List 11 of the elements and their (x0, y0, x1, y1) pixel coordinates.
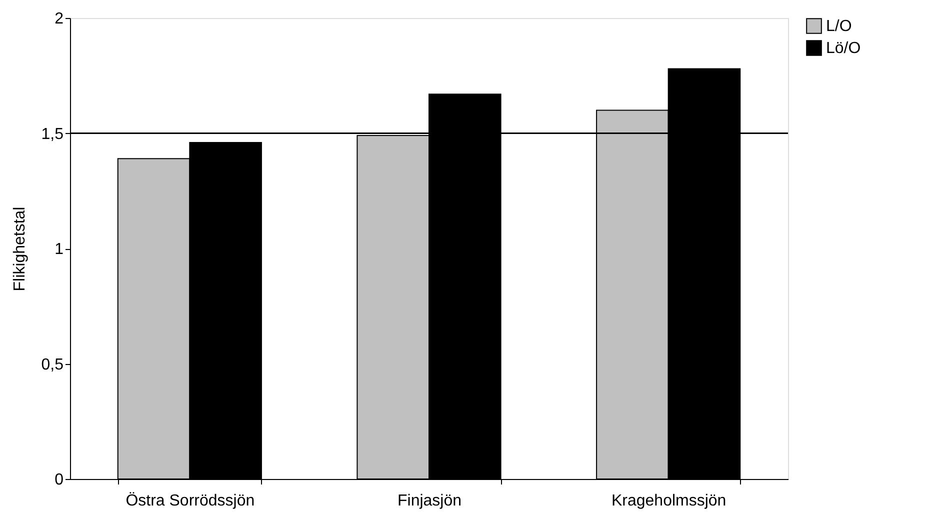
x-tick-label: Krageholmssjön (611, 492, 726, 510)
legend-label: Lö/O (826, 40, 861, 57)
y-tick-label: 0 (54, 472, 64, 488)
y-tick-label: 1,5 (41, 126, 64, 143)
y-tick-label: 2 (54, 10, 64, 28)
y-tick-label: 1 (54, 241, 64, 258)
legend-label: L/O (826, 18, 852, 35)
y-axis-title: Flikighetstal (11, 206, 28, 292)
y-tick-label: 0,5 (41, 356, 64, 374)
x-tick-label: Finjasjön (397, 492, 462, 510)
x-tick-label: Östra Sorrödssjön (126, 492, 255, 510)
